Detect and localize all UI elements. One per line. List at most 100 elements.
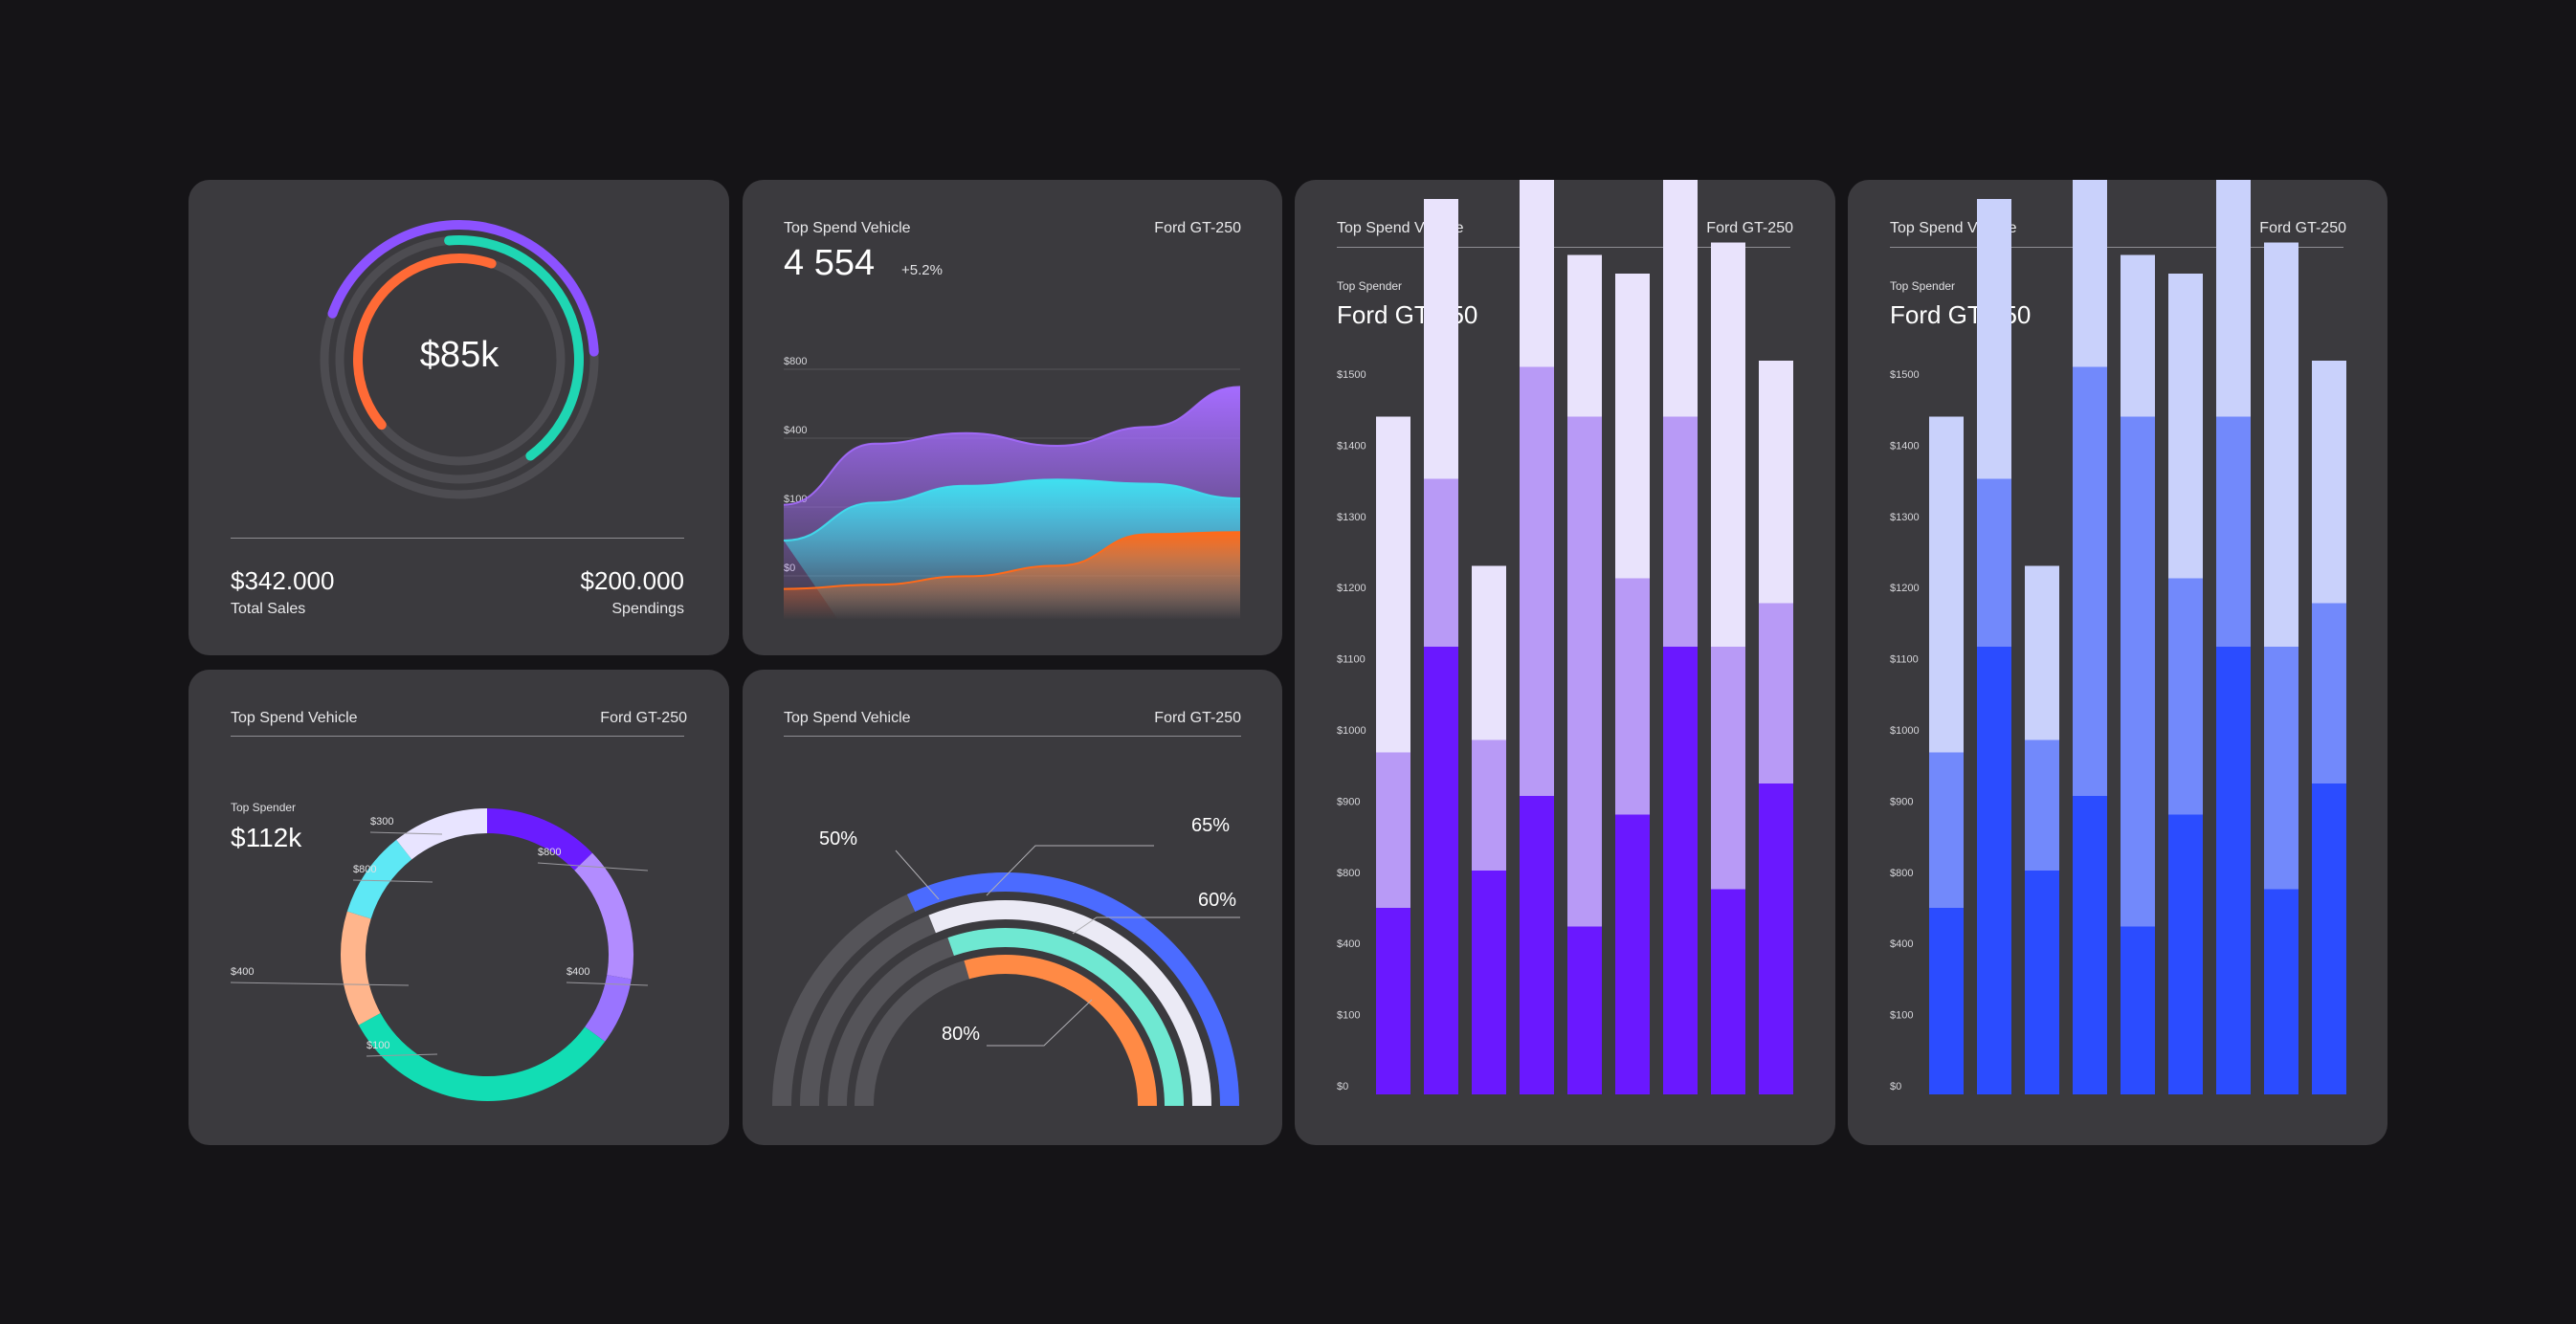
purple-stacked-bar-chart: $1500 $1400 $1300 $1200 $1100 $1000 $900 $800 $4… <box>1337 180 1793 1094</box>
y-tick-label: $1400 <box>1337 440 1366 452</box>
sales-summary-card: $85k $342.000 Total Sales $200.000 Spend… <box>189 180 729 655</box>
y-tick-label: $1000 <box>1337 725 1366 737</box>
top-spender-value: $112k <box>231 823 302 852</box>
bar-segment-bottom <box>2025 871 2059 1094</box>
bar-segment-bottom <box>1663 647 1698 1094</box>
donut-label: $800 <box>538 847 561 858</box>
bar-segment-top <box>2121 254 2155 417</box>
card-title: Top Spend Vehicle <box>784 710 911 726</box>
radial-label: 50% <box>819 828 857 850</box>
bar-segment-bottom <box>1977 647 2011 1094</box>
y-tick-label: $800 <box>784 356 807 367</box>
radial-bar-80% <box>964 955 1157 1107</box>
ring-center-value: $85k <box>419 335 500 375</box>
area-orange <box>784 532 1240 620</box>
y-tick-label: $800 <box>1337 868 1360 879</box>
y-tick-label: $0 <box>1337 1081 1348 1092</box>
radial-bar-60% <box>947 928 1184 1107</box>
radial-label: 80% <box>942 1024 980 1045</box>
bar-segment-top <box>1711 242 1745 647</box>
leader-line <box>987 999 1093 1047</box>
divider <box>231 538 684 539</box>
y-tick-label: $400 <box>1890 938 1913 950</box>
bar-segment-top <box>1520 180 1554 367</box>
bar-segment-bottom <box>1711 889 1745 1094</box>
bar-segment-top <box>1567 254 1602 417</box>
headline-value: 4 554 <box>784 243 876 283</box>
bar-segment-top <box>1376 416 1410 753</box>
bar-segment-middle <box>1424 478 1458 647</box>
bar-segment-bottom <box>1520 796 1554 1094</box>
spendings-value: $200.000 <box>580 566 684 595</box>
bar-segment-top <box>1615 274 1650 579</box>
bar-segment-middle <box>2073 366 2107 796</box>
y-tick-label: $1300 <box>1890 512 1920 523</box>
line-cyan <box>783 478 1241 541</box>
donut-segment <box>358 1012 606 1101</box>
donut-segment <box>341 911 381 1026</box>
y-tick-label: $1500 <box>1890 369 1920 381</box>
donut-leader-line <box>230 982 410 986</box>
y-tick-label: $1500 <box>1337 369 1366 381</box>
divider <box>784 736 1241 737</box>
vehicle-name: Ford GT-250 <box>1154 710 1241 726</box>
y-tick-label: $1100 <box>1890 654 1919 666</box>
ring-inner <box>353 254 497 430</box>
bar-segment-bottom <box>1424 647 1458 1094</box>
donut-chart: $800 $400 $100 $400 $800 $300 <box>230 808 649 1101</box>
radial-track <box>855 955 1157 1107</box>
card-title: Top Spend Vehicle <box>784 220 911 236</box>
bar-segment-bottom <box>1472 871 1506 1094</box>
ring-middle <box>444 235 584 461</box>
bar-segment-middle <box>1615 578 1650 815</box>
bar-segment-top <box>2168 274 2203 579</box>
y-tick-label: $1300 <box>1337 512 1366 523</box>
y-tick-label: $0 <box>1890 1081 1901 1092</box>
bar-segment-middle <box>1759 603 1793 783</box>
total-sales-label: Total Sales <box>231 601 306 617</box>
donut-segment <box>486 808 592 871</box>
blue-stacked-bar-chart: $1500 $1400 $1300 $1200 $1100 $1000 $900 $800 $4… <box>1890 180 2346 1094</box>
change-badge: +5.2% <box>901 262 943 278</box>
ring-outer <box>327 220 599 357</box>
divider <box>1337 247 1790 248</box>
donut-leader-line <box>352 879 433 883</box>
bar-segment-middle <box>2264 647 2298 890</box>
y-tick-label: $100 <box>1337 1010 1360 1022</box>
bar-segment-top <box>2216 180 2251 417</box>
area-chart: $800$400$100$0 <box>783 356 1241 620</box>
line-orange <box>783 531 1241 590</box>
y-tick-label: $400 <box>784 425 807 436</box>
bar-segment-top <box>1472 565 1506 740</box>
bar-segment-top <box>1977 199 2011 479</box>
blue-bar-card: Top Spend Vehicle Ford GT-250 Top Spende… <box>1848 180 2387 1145</box>
donut-label: $300 <box>370 816 393 828</box>
bar-segment-bottom <box>2121 926 2155 1094</box>
bar-segment-middle <box>1711 647 1745 890</box>
bar-segment-middle <box>2168 578 2203 815</box>
leader-line <box>986 845 1154 896</box>
bar-segment-top <box>2312 361 2346 604</box>
bar-segment-top <box>1663 180 1698 417</box>
radial-bar-65% <box>928 900 1211 1107</box>
bar-segment-top <box>1759 361 1793 604</box>
bar-segment-middle <box>2025 739 2059 871</box>
top-spender-label: Top Spender <box>1337 279 1403 293</box>
bar-segment-top <box>2264 242 2298 647</box>
bar-segment-top <box>2073 180 2107 367</box>
donut-label: $400 <box>231 966 254 978</box>
top-spender-label: Top Spender <box>231 801 297 814</box>
bar-segment-middle <box>1663 416 1698 647</box>
bar-segment-middle <box>1567 416 1602 927</box>
y-tick-label: $900 <box>1890 796 1913 807</box>
bar-segment-top <box>2025 565 2059 740</box>
bar-segment-bottom <box>2312 783 2346 1094</box>
sales-ring-chart <box>320 220 599 499</box>
donut-label: $100 <box>366 1040 389 1051</box>
donut-leader-line <box>537 862 649 872</box>
radial-bar-chart: 50% 65% 60% 80% <box>772 815 1240 1107</box>
bar-segment-bottom <box>1929 908 1964 1094</box>
bar-segment-middle <box>1520 366 1554 796</box>
bar-segment-bottom <box>2216 647 2251 1094</box>
bar-segment-middle <box>2121 416 2155 927</box>
